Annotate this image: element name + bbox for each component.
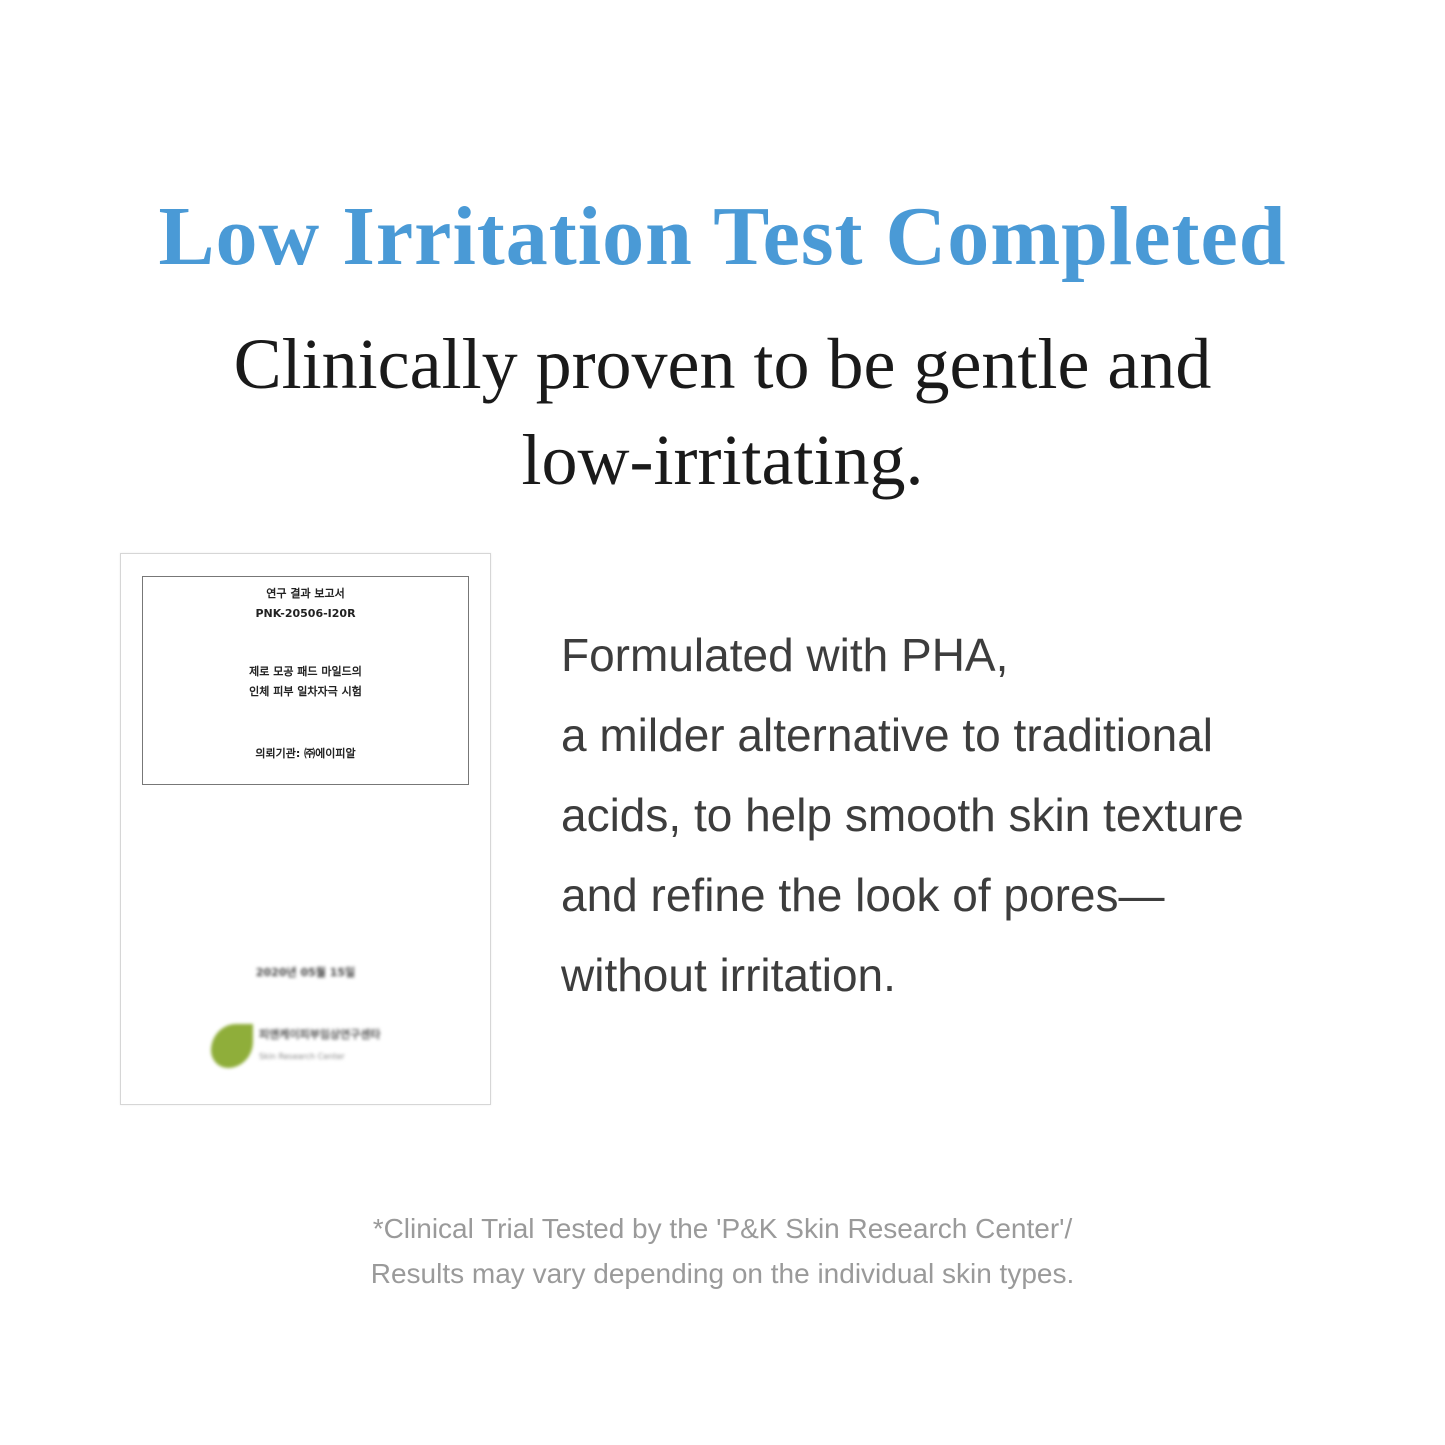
description-line: a milder alternative to traditional bbox=[561, 709, 1213, 761]
report-code: PNK-20506-I20R bbox=[255, 607, 356, 620]
report-heading: 연구 결과 보고서 bbox=[266, 587, 345, 600]
description-line: without irritation. bbox=[561, 949, 896, 1001]
subtitle-line: Clinically proven to be gentle and bbox=[233, 324, 1212, 404]
description-line: acids, to help smooth skin texture bbox=[561, 789, 1244, 841]
report-subject-line: 인체 피부 일차자극 시험 bbox=[249, 685, 362, 698]
description-line: and refine the look of pores— bbox=[561, 869, 1165, 921]
report-client: 의뢰기관: ㈜에이피알 bbox=[255, 747, 356, 760]
description-line: Formulated with PHA, bbox=[561, 629, 1009, 681]
description: Formulated with PHA, a milder alternativ… bbox=[561, 615, 1421, 1015]
research-center-logo: 피앤케이피부임상연구센타 Skin Research Center bbox=[211, 1020, 451, 1080]
subtitle-line: low-irritating. bbox=[521, 420, 924, 500]
report-date: 2020년 05월 15일 bbox=[255, 966, 356, 979]
report-subject-line: 제로 모공 패드 마일드의 bbox=[249, 665, 362, 678]
footnote: *Clinical Trial Tested by the 'P&K Skin … bbox=[0, 1206, 1445, 1296]
page-title: Low Irritation Test Completed bbox=[158, 190, 1287, 283]
leaf-icon bbox=[211, 1024, 253, 1068]
footnote-line: *Clinical Trial Tested by the 'P&K Skin … bbox=[372, 1213, 1073, 1244]
logo-subtext: Skin Research Center bbox=[259, 1052, 345, 1061]
report-title-box: 연구 결과 보고서 PNK-20506-I20R 제로 모공 패드 마일드의 인… bbox=[142, 576, 469, 785]
logo-text: 피앤케이피부임상연구센타 bbox=[259, 1028, 381, 1041]
subtitle: Clinically proven to be gentle and low-i… bbox=[60, 316, 1385, 508]
test-report-image: 연구 결과 보고서 PNK-20506-I20R 제로 모공 패드 마일드의 인… bbox=[120, 553, 491, 1105]
footnote-line: Results may vary depending on the indivi… bbox=[370, 1258, 1075, 1289]
